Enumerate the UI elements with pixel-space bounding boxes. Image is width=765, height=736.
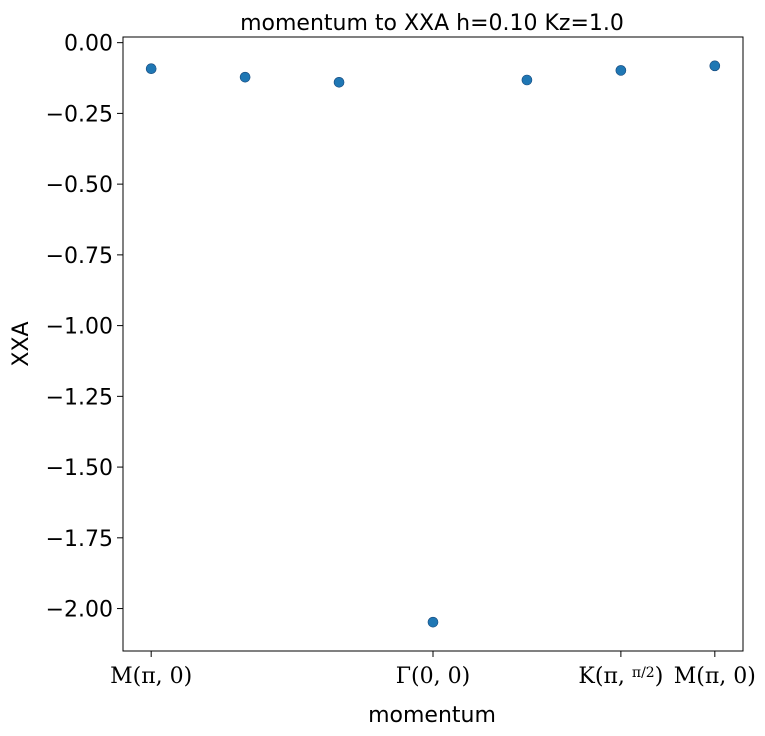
data-point xyxy=(427,616,439,628)
data-point xyxy=(239,71,251,83)
x-tick-label: Γ(0, 0) xyxy=(396,664,470,689)
y-tick-label: 0.00 xyxy=(64,32,113,57)
y-tick-label: −2.00 xyxy=(46,598,113,623)
data-point xyxy=(615,65,627,76)
x-axis-ticks: M(π, 0) Γ(0, 0) K(π, π/2) M(π, 0) xyxy=(110,651,756,689)
x-tick-label: M(π, 0) xyxy=(674,664,756,689)
x-tick-label: M(π, 0) xyxy=(110,664,192,689)
data-points xyxy=(145,60,721,628)
data-point xyxy=(145,63,157,74)
data-point xyxy=(521,74,533,86)
x-axis-label: momentum xyxy=(368,703,496,728)
y-tick-label: −1.25 xyxy=(46,385,113,410)
x-tick-label: K(π, π/2) xyxy=(578,664,663,689)
y-tick-label: −0.50 xyxy=(46,173,113,198)
plot-area xyxy=(122,36,744,652)
y-tick-label: −0.75 xyxy=(46,244,113,269)
y-tick-label: −0.25 xyxy=(46,102,113,127)
data-point xyxy=(333,76,345,88)
data-point xyxy=(709,60,721,72)
y-axis-ticks: 0.00 −0.25 −0.50 −0.75 −1.00 −1.25 −1.50 −1.75 −… xyxy=(46,32,123,623)
y-axis-label: XXA xyxy=(9,321,34,366)
chart-title: momentum to XXA h=0.10 Kz=1.0 xyxy=(240,11,624,36)
y-tick-label: −1.00 xyxy=(46,315,113,340)
y-tick-label: −1.75 xyxy=(46,527,113,552)
y-tick-label: −1.50 xyxy=(46,456,113,481)
